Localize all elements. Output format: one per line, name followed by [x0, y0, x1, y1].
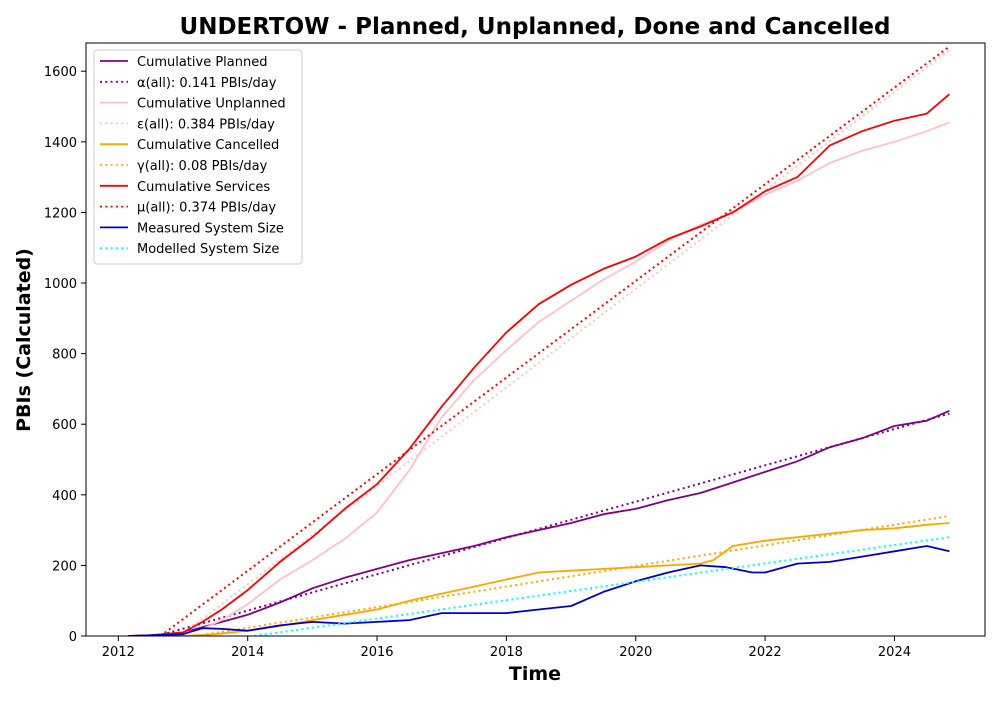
- legend-label: Modelled System Size: [137, 242, 279, 257]
- x-tick-label: 2020: [619, 645, 652, 660]
- x-axis-label: Time: [509, 663, 561, 685]
- series-line-4: [128, 522, 950, 636]
- legend-label: μ(all): 0.374 PBIs/day: [137, 201, 276, 216]
- y-tick-label: 1200: [44, 206, 77, 221]
- y-tick-label: 600: [52, 418, 77, 433]
- x-tick-label: 2012: [102, 645, 135, 660]
- x-tick-label: 2014: [231, 645, 264, 660]
- y-tick-label: 1400: [44, 136, 77, 151]
- y-tick-label: 1000: [44, 277, 77, 292]
- x-tick-label: 2016: [360, 645, 393, 660]
- plot-frame: [85, 42, 986, 637]
- y-tick-label: 200: [52, 559, 77, 574]
- x-tick-label: 2022: [749, 645, 782, 660]
- legend-label: Cumulative Cancelled: [137, 138, 279, 153]
- y-axis-label: PBIs (Calculated): [13, 248, 35, 432]
- series-line-0: [127, 409, 950, 636]
- legend-label: Cumulative Planned: [137, 55, 267, 70]
- legend-label: Cumulative Unplanned: [137, 97, 286, 112]
- y-tick-label: 800: [52, 348, 77, 363]
- chart-title: UNDERTOW - Planned, Unplanned, Done and …: [180, 14, 891, 40]
- series-line-8: [127, 545, 950, 636]
- series-line-9: [254, 536, 950, 636]
- legend-label: α(all): 0.141 PBIs/day: [137, 76, 277, 91]
- series-line-6: [127, 93, 950, 636]
- y-tick-label: 400: [52, 489, 77, 504]
- series-line-2: [127, 121, 950, 636]
- x-tick-label: 2024: [878, 645, 911, 660]
- x-tick-label: 2018: [490, 645, 523, 660]
- x-axis: 2012 2014 2016 2018 2020 2022 2024: [102, 636, 911, 660]
- legend-label: Cumulative Services: [137, 180, 270, 195]
- legend-label: γ(all): 0.08 PBIs/day: [137, 159, 268, 174]
- legend-box: [93, 49, 303, 265]
- series-layer: [127, 45, 951, 636]
- y-tick-label: 0: [69, 630, 77, 645]
- series-line-3: [179, 49, 951, 636]
- legend-label: Measured System Size: [137, 221, 284, 236]
- y-tick-label: 1600: [44, 65, 77, 80]
- legend: Cumulative Planned α(all): 0.141 PBIs/day…: [93, 49, 303, 265]
- legend-label: ε(all): 0.384 PBIs/day: [137, 117, 275, 132]
- y-axis: 0 200 400 600 800 1000 1200 1400 1600: [44, 65, 86, 645]
- series-line-5: [195, 515, 950, 636]
